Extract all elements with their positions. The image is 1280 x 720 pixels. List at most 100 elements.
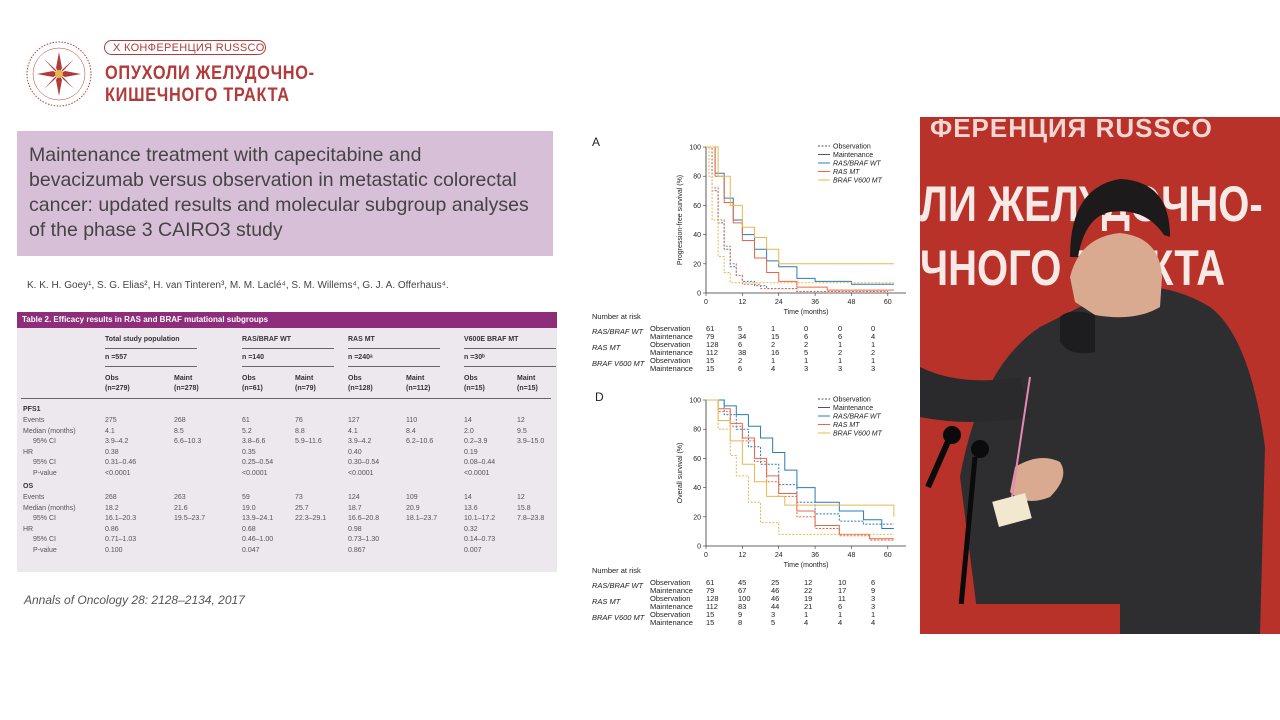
legend-label: Maintenance: [833, 405, 873, 412]
table-cell: 19.0: [242, 504, 256, 512]
table-row-label: HR: [23, 448, 34, 456]
table-cell: 13.6: [464, 504, 478, 512]
table-cell: 0.40: [348, 448, 362, 456]
table-cell: <0.0001: [348, 469, 374, 477]
y-tick-label: 40: [693, 232, 701, 239]
legend-label: Observation: [833, 144, 871, 151]
risk-count: 10: [838, 578, 847, 587]
y-tick-label: 60: [693, 456, 701, 463]
table-cell: 22.3–29.1: [295, 515, 327, 522]
os-braf-obs: [706, 399, 894, 535]
os-ras-maint: [706, 399, 894, 540]
risk-count: 83: [738, 602, 747, 611]
risk-arm-label: Observation: [650, 594, 691, 603]
risk-count: 11: [838, 594, 846, 603]
conference-edition-badge: X КОНФЕРЕНЦИЯ RUSSCO: [104, 40, 266, 55]
table-group-rule: [348, 366, 440, 367]
table-cell: 18.1–23.7: [406, 515, 438, 522]
table-group-n: n =30ᵇ: [464, 354, 485, 361]
table-cell: 76: [295, 417, 303, 424]
risk-arm-label: Maintenance: [650, 348, 693, 357]
table-cell: 18.7: [348, 504, 362, 512]
table-cell: 8.8: [295, 427, 305, 435]
risk-count: 19: [804, 594, 813, 603]
table-cell: 0.14–0.73: [464, 536, 496, 543]
y-tick-label: 0: [697, 291, 701, 298]
table-group-header: Total study population: [105, 336, 180, 343]
table-cell: 0.19: [464, 448, 478, 456]
risk-count: 34: [738, 332, 747, 341]
risk-arm-label: Maintenance: [650, 586, 693, 595]
risk-table-title: Number at risk: [592, 312, 641, 321]
table-section-title: OS: [23, 483, 34, 490]
risk-count: 15: [771, 332, 780, 341]
table-cell: 15.8: [517, 504, 531, 512]
table-cell: 18.2: [105, 504, 119, 512]
table-cell: <0.0001: [105, 469, 131, 477]
table-cell: 4.1: [348, 427, 358, 435]
table-cell: 268: [174, 417, 186, 424]
risk-count: 15: [706, 618, 715, 627]
legend-label: RAS MT: [833, 422, 860, 429]
risk-count: 44: [771, 602, 780, 611]
risk-count: 1: [871, 356, 876, 365]
table-cell: 0.32: [464, 525, 478, 533]
table-cell: 12: [517, 417, 525, 424]
risk-count: 15: [706, 364, 715, 373]
russco-logo: [26, 41, 92, 107]
y-tick-label: 20: [693, 261, 701, 268]
table-group-rule: [242, 366, 334, 367]
risk-count: 6: [804, 332, 809, 341]
table-col-maint-n: (n=79): [295, 385, 316, 392]
table-cell: 263: [174, 494, 186, 501]
table-cell: 14: [464, 494, 472, 501]
table-cell: 124: [348, 494, 360, 501]
table-col-obs-n: (n=61): [242, 385, 263, 392]
table-cell: 6.6–10.3: [174, 438, 202, 445]
risk-arm-label: Maintenance: [650, 602, 693, 611]
x-tick-label: 36: [811, 299, 819, 306]
table-group-n: n =140: [242, 354, 264, 361]
risk-count: 1: [871, 610, 876, 619]
risk-count: 128: [706, 340, 719, 349]
table-cell: 0.73–1.30: [348, 536, 380, 543]
x-axis-label: Time (months): [784, 309, 829, 316]
risk-count: 61: [706, 578, 715, 587]
risk-count: 22: [804, 586, 813, 595]
table-cell: 0.25–0.54: [242, 459, 274, 466]
table-cell: 3.8–6.6: [242, 438, 266, 445]
os-wt-obs: [706, 399, 894, 525]
table-col-obs: Obs: [105, 375, 119, 382]
risk-arm-label: Observation: [650, 578, 691, 587]
table-group-rule: [464, 366, 556, 367]
table-group-header: RAS MT: [348, 336, 375, 343]
table-cell: 10.1–17.2: [464, 515, 496, 522]
table-cell: 2.0: [464, 427, 474, 435]
table-col-maint: Maint: [174, 375, 193, 382]
y-tick-label: 0: [697, 544, 701, 551]
risk-count: 6: [871, 578, 876, 587]
table-col-obs: Obs: [242, 375, 256, 382]
x-tick-label: 48: [848, 552, 856, 559]
y-axis-label: Progression-free survival (%): [677, 175, 684, 265]
efficacy-table: Total study population n =557 Obs (n=279) Ma…: [17, 328, 557, 572]
risk-count: 46: [771, 586, 780, 595]
table-cell: 0.867: [348, 546, 366, 554]
table-col-maint: Maint: [295, 375, 314, 382]
risk-arm-label: Observation: [650, 340, 691, 349]
risk-count: 2: [871, 348, 876, 357]
risk-count: 4: [871, 332, 876, 341]
risk-count: 4: [871, 618, 876, 627]
risk-count: 4: [804, 618, 809, 627]
table-cell: 8.5: [174, 427, 184, 435]
y-tick-label: 40: [693, 485, 701, 492]
os-number-at-risk: Number at risk RAS/BRAF WT Observation 61 45…: [592, 566, 912, 631]
table-col-maint-n: (n=15): [517, 385, 538, 392]
risk-count: 3: [871, 364, 876, 373]
table-cell: 6.2–10.6: [406, 438, 434, 445]
table-cell: 16.6–20.8: [348, 515, 380, 522]
speaker-video-feed: ФЕРЕНЦИЯ RUSSCO ЛИ ЖЕЛУДОЧНО- ЧНОГО ТРАК…: [920, 117, 1280, 634]
table-col-obs-n: (n=279): [105, 385, 130, 392]
paper-authors: K. K. H. Goey¹, S. G. Elias², H. van Tin…: [27, 280, 449, 291]
table-row-label: 95% CI: [33, 515, 56, 522]
